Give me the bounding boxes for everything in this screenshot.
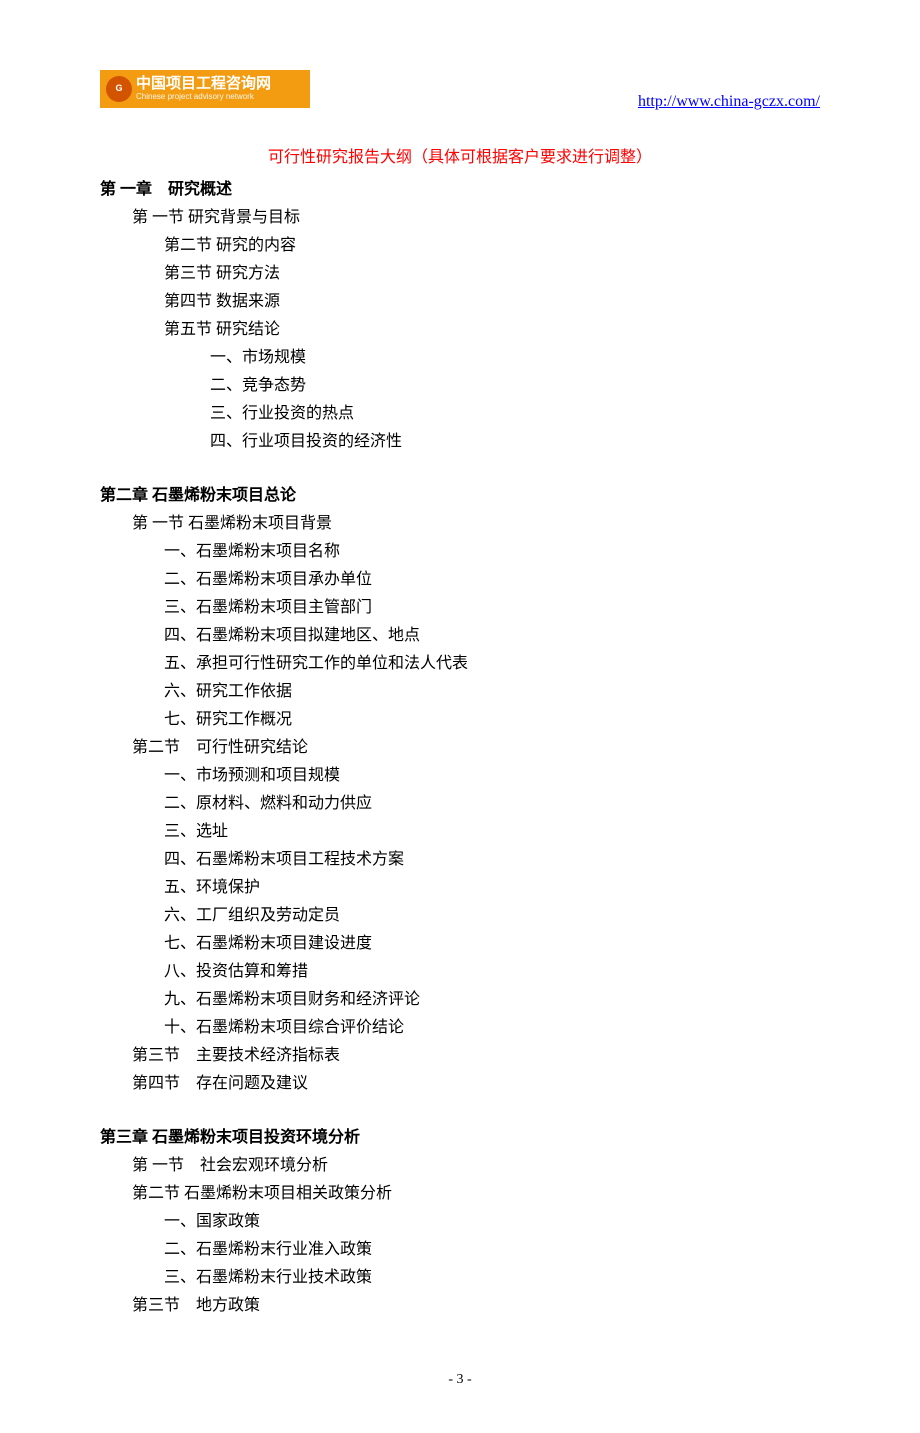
chapter-2-title: 第二章 石墨烯粉末项目总论 bbox=[100, 482, 820, 510]
ch1-item: 一、市场规模 bbox=[210, 344, 820, 372]
ch2-section-1: 第 一节 石墨烯粉末项目背景 bbox=[132, 510, 820, 538]
ch3-s2-item: 一、国家政策 bbox=[164, 1208, 820, 1236]
ch2-s2-item: 五、环境保护 bbox=[164, 874, 820, 902]
ch2-s1-item: 七、研究工作概况 bbox=[164, 706, 820, 734]
ch2-s2-item: 七、石墨烯粉末项目建设进度 bbox=[164, 930, 820, 958]
logo-icon: G bbox=[106, 76, 132, 102]
logo-banner: G 中国项目工程咨询网 Chinese project advisory net… bbox=[100, 70, 310, 108]
ch2-section-2: 第二节 可行性研究结论 bbox=[132, 734, 820, 762]
ch2-s2-item: 一、市场预测和项目规模 bbox=[164, 762, 820, 790]
ch2-s1-item: 五、承担可行性研究工作的单位和法人代表 bbox=[164, 650, 820, 678]
page-header: G 中国项目工程咨询网 Chinese project advisory net… bbox=[100, 70, 820, 116]
ch1-section-1: 第 一节 研究背景与目标 bbox=[132, 204, 820, 232]
ch1-section-2: 第二节 研究的内容 bbox=[164, 232, 820, 260]
ch2-s2-item: 二、原材料、燃料和动力供应 bbox=[164, 790, 820, 818]
ch2-s1-item: 一、石墨烯粉末项目名称 bbox=[164, 538, 820, 566]
logo-text: 中国项目工程咨询网 Chinese project advisory netwo… bbox=[136, 76, 271, 101]
ch2-s1-item: 三、石墨烯粉末项目主管部门 bbox=[164, 594, 820, 622]
chapter-3-title: 第三章 石墨烯粉末项目投资环境分析 bbox=[100, 1124, 820, 1152]
ch1-section-4: 第四节 数据来源 bbox=[164, 288, 820, 316]
logo-text-cn: 中国项目工程咨询网 bbox=[136, 76, 271, 93]
ch3-section-3: 第三节 地方政策 bbox=[132, 1292, 820, 1320]
ch2-section-4: 第四节 存在问题及建议 bbox=[132, 1070, 820, 1098]
page-number: - 3 - bbox=[100, 1368, 820, 1393]
ch1-item: 四、行业项目投资的经济性 bbox=[210, 428, 820, 456]
ch1-item: 三、行业投资的热点 bbox=[210, 400, 820, 428]
ch1-section-5: 第五节 研究结论 bbox=[164, 316, 820, 344]
ch3-s2-item: 二、石墨烯粉末行业准入政策 bbox=[164, 1236, 820, 1264]
logo-text-en: Chinese project advisory network bbox=[136, 93, 271, 102]
ch2-s1-item: 二、石墨烯粉末项目承办单位 bbox=[164, 566, 820, 594]
ch2-s2-item: 十、石墨烯粉末项目综合评价结论 bbox=[164, 1014, 820, 1042]
ch2-s1-item: 四、石墨烯粉末项目拟建地区、地点 bbox=[164, 622, 820, 650]
ch3-section-1: 第 一节 社会宏观环境分析 bbox=[132, 1152, 820, 1180]
ch2-s2-item: 八、投资估算和筹措 bbox=[164, 958, 820, 986]
ch2-s2-item: 九、石墨烯粉末项目财务和经济评论 bbox=[164, 986, 820, 1014]
ch2-section-3: 第三节 主要技术经济指标表 bbox=[132, 1042, 820, 1070]
outline-title: 可行性研究报告大纲（具体可根据客户要求进行调整） bbox=[100, 144, 820, 172]
ch2-s1-item: 六、研究工作依据 bbox=[164, 678, 820, 706]
header-url-link[interactable]: http://www.china-gczx.com/ bbox=[638, 88, 820, 116]
chapter-1-title: 第 一章 研究概述 bbox=[100, 176, 820, 204]
ch2-s2-item: 四、石墨烯粉末项目工程技术方案 bbox=[164, 846, 820, 874]
ch2-s2-item: 六、工厂组织及劳动定员 bbox=[164, 902, 820, 930]
ch2-s2-item: 三、选址 bbox=[164, 818, 820, 846]
ch3-section-2: 第二节 石墨烯粉末项目相关政策分析 bbox=[132, 1180, 820, 1208]
ch3-s2-item: 三、石墨烯粉末行业技术政策 bbox=[164, 1264, 820, 1292]
ch1-section-3: 第三节 研究方法 bbox=[164, 260, 820, 288]
ch1-item: 二、竞争态势 bbox=[210, 372, 820, 400]
logo-abbr: G bbox=[115, 81, 122, 97]
